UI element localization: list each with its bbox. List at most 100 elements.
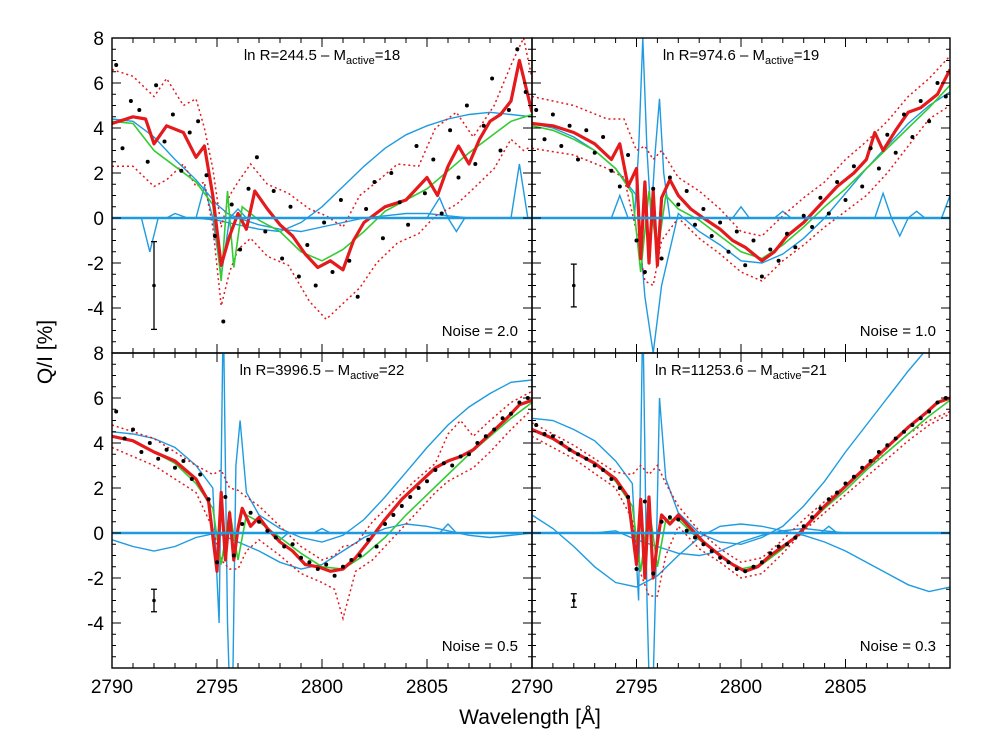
x-tick-label: 2790 [511, 677, 553, 698]
panel-title-subscript: active [350, 370, 379, 382]
data-point [550, 112, 555, 117]
series-band-line [532, 55, 950, 237]
noise-label: Noise = 2.0 [442, 323, 518, 340]
series-fit-line [112, 398, 532, 573]
panel-title-prefix: ln R=244.5 – M [244, 47, 346, 64]
data-point [282, 544, 287, 549]
data-point [592, 150, 597, 155]
data-point [265, 528, 270, 533]
data-point [759, 560, 764, 565]
data-point [456, 175, 461, 180]
noise-label: Noise = 0.3 [860, 638, 936, 655]
data-point [441, 461, 446, 466]
data-point [927, 119, 932, 124]
data-point [364, 207, 369, 211]
data-point [693, 222, 697, 227]
data-point [734, 229, 739, 234]
data-point [347, 258, 352, 263]
panel-frame [531, 352, 951, 669]
series-fit-line [112, 58, 532, 272]
data-point [271, 189, 276, 193]
data-point [918, 99, 923, 103]
data-point [759, 274, 764, 279]
y-tick-label: 4 [93, 434, 104, 455]
panel-bottom-right: 2790 2795 2800 2805 ln R=11253.6 – Mactive=2… [511, 352, 951, 698]
data-point [651, 186, 656, 191]
panel-title-prefix: ln R=11253.6 – M [655, 362, 773, 379]
data-point [592, 463, 597, 468]
data-point [768, 551, 773, 556]
data-point [515, 47, 520, 52]
data-point [391, 513, 396, 517]
data-point [667, 515, 672, 520]
data-point [355, 294, 360, 299]
series-fit-line [532, 396, 950, 580]
data-point [296, 274, 301, 279]
data-point [341, 564, 345, 569]
data-point [263, 229, 268, 234]
data-point [231, 553, 236, 558]
data-point [248, 510, 253, 515]
data-point [408, 495, 413, 499]
data-point [601, 135, 606, 139]
data-point [642, 270, 647, 274]
data-point [154, 83, 159, 88]
data-point [718, 220, 723, 225]
panel-title-subscript: active [346, 55, 375, 67]
data-point [273, 535, 278, 540]
y-tick-label: -4 [87, 614, 104, 635]
data-point [667, 175, 672, 180]
data-point [523, 90, 528, 94]
data-point [128, 99, 133, 103]
error-bar-center [152, 283, 156, 288]
data-point [876, 450, 881, 454]
data-point [332, 573, 337, 578]
panel-title-subscript: active [765, 55, 794, 67]
data-point [567, 447, 572, 452]
data-point [743, 569, 748, 574]
data-point [383, 522, 387, 526]
series-basis-line [532, 514, 950, 593]
data-point [380, 236, 385, 241]
y-tick-label: 2 [93, 479, 104, 500]
panel-top-left: -4 -2 0 2 4 6 8 ln R=244.5 – Mactive=18 Noise = … [87, 29, 533, 354]
data-point [229, 202, 234, 207]
data-point [701, 542, 706, 547]
panel-title-subscript: active [773, 370, 802, 382]
x-tick-label: 2805 [406, 677, 448, 698]
error-bar-center [152, 598, 156, 603]
data-point [876, 166, 881, 171]
x-tick-label: 2795 [196, 677, 238, 698]
data-point [893, 150, 898, 155]
data-point [726, 249, 731, 254]
data-point [450, 463, 455, 468]
data-point [726, 560, 731, 565]
data-point [406, 222, 411, 227]
panel-title-suffix: =18 [375, 47, 400, 64]
data-point [902, 112, 906, 117]
data-point [179, 168, 184, 173]
series-smooth-line [112, 401, 532, 570]
data-point [238, 247, 243, 252]
data-point [584, 456, 589, 461]
data-point [534, 423, 539, 427]
data-point [206, 497, 211, 502]
data-point [776, 258, 781, 263]
data-point [801, 524, 806, 529]
data-point [114, 63, 119, 67]
data-point [776, 544, 781, 549]
series-basis-line [532, 191, 950, 238]
data-point [425, 479, 429, 484]
error-bar-center [572, 598, 576, 603]
series-band-line [532, 410, 950, 564]
data-point [240, 522, 245, 526]
data-point [212, 234, 217, 238]
data-point [288, 204, 293, 209]
data-point [567, 123, 572, 128]
data-point [349, 558, 354, 562]
panel-frame [111, 352, 533, 669]
data-point [254, 155, 259, 160]
panel-title-prefix: ln R=974.6 – M [663, 47, 765, 64]
series-band-line [112, 138, 532, 321]
data-point [768, 247, 773, 252]
